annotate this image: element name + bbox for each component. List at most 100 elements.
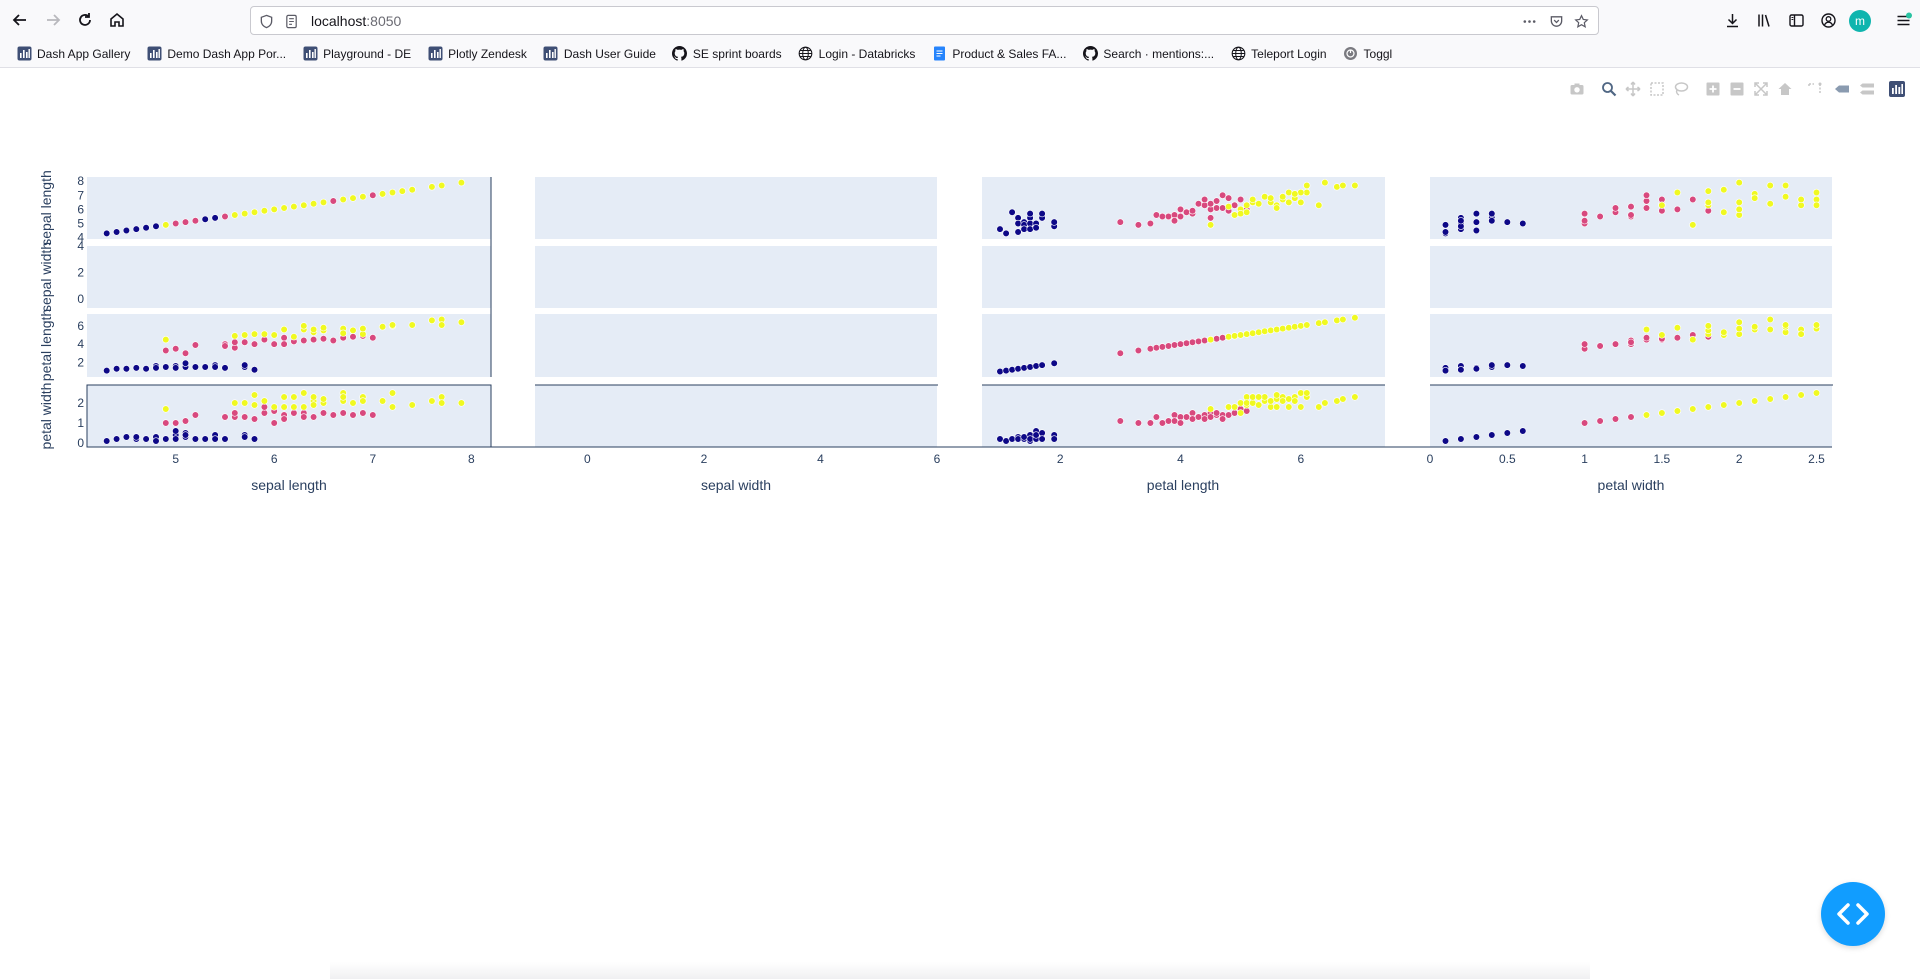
data-point bbox=[1020, 225, 1028, 233]
data-point bbox=[122, 433, 130, 441]
data-point bbox=[1285, 198, 1293, 206]
data-point bbox=[310, 200, 318, 208]
data-point bbox=[231, 409, 239, 417]
data-point bbox=[270, 340, 278, 348]
bookmark-item[interactable]: Product & Sales FA... bbox=[925, 42, 1072, 66]
plot-panel bbox=[535, 314, 937, 377]
data-point bbox=[310, 413, 318, 421]
app-menu-icon[interactable] bbox=[1893, 10, 1913, 30]
data-point bbox=[1642, 204, 1651, 212]
data-point bbox=[241, 338, 249, 346]
data-point bbox=[1673, 407, 1681, 415]
more-actions-icon[interactable] bbox=[1521, 13, 1537, 29]
dash-devtools-button[interactable] bbox=[1821, 882, 1885, 946]
data-point bbox=[388, 389, 397, 397]
bookmark-label: Toggl bbox=[1363, 46, 1393, 61]
hover-compare-icon[interactable] bbox=[1857, 80, 1877, 98]
bookmark-item[interactable]: Dash App Gallery bbox=[10, 42, 136, 66]
bookmark-item[interactable]: Teleport Login bbox=[1224, 42, 1332, 66]
data-point bbox=[1704, 322, 1712, 330]
data-point bbox=[319, 335, 328, 343]
spike-lines-icon[interactable] bbox=[1806, 80, 1824, 98]
data-point bbox=[1267, 403, 1275, 411]
sidebar-icon[interactable] bbox=[1786, 10, 1806, 30]
pocket-icon[interactable] bbox=[1548, 13, 1564, 29]
camera-icon[interactable] bbox=[1568, 80, 1586, 98]
url-host: localhost bbox=[311, 13, 367, 29]
bookmark-star-icon[interactable] bbox=[1573, 13, 1589, 29]
data-point bbox=[329, 197, 337, 205]
home-button[interactable] bbox=[103, 6, 131, 34]
reset-axes-icon[interactable] bbox=[1776, 80, 1794, 98]
x-tick-label: 6 bbox=[1297, 452, 1304, 466]
user-avatar[interactable]: m bbox=[1849, 10, 1871, 32]
bookmark-item[interactable]: Toggl bbox=[1337, 42, 1399, 66]
url-bar[interactable]: localhost:8050 bbox=[250, 6, 1599, 35]
data-point bbox=[1735, 205, 1743, 213]
box-select-icon[interactable] bbox=[1648, 80, 1666, 98]
data-point bbox=[319, 198, 328, 206]
zoom-icon[interactable] bbox=[1600, 80, 1618, 98]
bookmark-item[interactable]: Search · mentions:... bbox=[1076, 42, 1220, 66]
data-point bbox=[398, 187, 406, 195]
bookmark-item[interactable]: Login - Databricks bbox=[792, 42, 922, 66]
data-point bbox=[408, 321, 416, 329]
data-point bbox=[1297, 389, 1305, 397]
data-point bbox=[339, 393, 347, 401]
bookmarks-toolbar: Dash App Gallery Demo Dash App Por... Play… bbox=[0, 40, 1920, 68]
bookmark-item[interactable]: Plotly Zendesk bbox=[421, 42, 533, 66]
bookmark-label: Plotly Zendesk bbox=[448, 46, 527, 61]
data-point bbox=[1224, 403, 1233, 411]
plot-panel bbox=[535, 177, 937, 239]
data-point bbox=[1339, 315, 1347, 324]
data-point bbox=[1152, 413, 1160, 421]
zoom-out-icon[interactable] bbox=[1728, 80, 1746, 98]
data-point bbox=[1164, 342, 1173, 350]
pan-icon[interactable] bbox=[1624, 80, 1642, 98]
library-icon[interactable] bbox=[1754, 10, 1774, 30]
data-point bbox=[1457, 366, 1465, 374]
bookmark-item[interactable]: Demo Dash App Por... bbox=[140, 42, 292, 66]
zoom-in-icon[interactable] bbox=[1704, 80, 1722, 98]
y-axis-title: petal length bbox=[38, 309, 54, 381]
url-text[interactable]: localhost:8050 bbox=[311, 13, 401, 29]
data-point bbox=[359, 397, 367, 405]
data-point bbox=[300, 403, 308, 411]
back-arrow-icon bbox=[12, 14, 26, 26]
data-point bbox=[250, 366, 259, 374]
plotly-logo-icon[interactable] bbox=[1888, 80, 1906, 98]
x-tick-label: 4 bbox=[817, 452, 824, 466]
lasso-icon[interactable] bbox=[1672, 80, 1690, 98]
autoscale-icon[interactable] bbox=[1752, 80, 1770, 98]
forward-button[interactable] bbox=[39, 6, 67, 34]
data-point bbox=[1176, 212, 1185, 221]
data-point bbox=[349, 326, 357, 335]
data-point bbox=[1038, 435, 1046, 443]
account-icon[interactable] bbox=[1818, 10, 1838, 30]
bookmark-label: SE sprint boards bbox=[692, 46, 782, 61]
bookmark-item[interactable]: Dash User Guide bbox=[537, 42, 662, 66]
hover-closest-icon[interactable] bbox=[1832, 80, 1852, 98]
data-point bbox=[1488, 431, 1496, 439]
plot-panel bbox=[87, 246, 491, 308]
data-point bbox=[1333, 183, 1341, 191]
data-point bbox=[181, 359, 190, 367]
reload-button[interactable] bbox=[71, 6, 99, 34]
data-point bbox=[310, 401, 318, 409]
data-point bbox=[1230, 332, 1239, 340]
data-point bbox=[1038, 361, 1046, 369]
data-point bbox=[1297, 322, 1305, 330]
data-point bbox=[201, 363, 209, 371]
data-point bbox=[1658, 409, 1666, 417]
downloads-icon[interactable] bbox=[1722, 10, 1742, 30]
page-info-icon[interactable] bbox=[283, 13, 299, 29]
data-point bbox=[250, 415, 259, 423]
data-point bbox=[1020, 364, 1028, 372]
bookmark-item[interactable]: Playground - DE bbox=[296, 42, 417, 66]
bookmark-item[interactable]: SE sprint boards bbox=[666, 42, 788, 66]
data-point bbox=[1273, 325, 1281, 334]
data-point bbox=[1519, 427, 1527, 435]
shield-icon[interactable] bbox=[258, 13, 274, 29]
back-button[interactable] bbox=[6, 6, 34, 34]
data-point bbox=[191, 411, 199, 419]
